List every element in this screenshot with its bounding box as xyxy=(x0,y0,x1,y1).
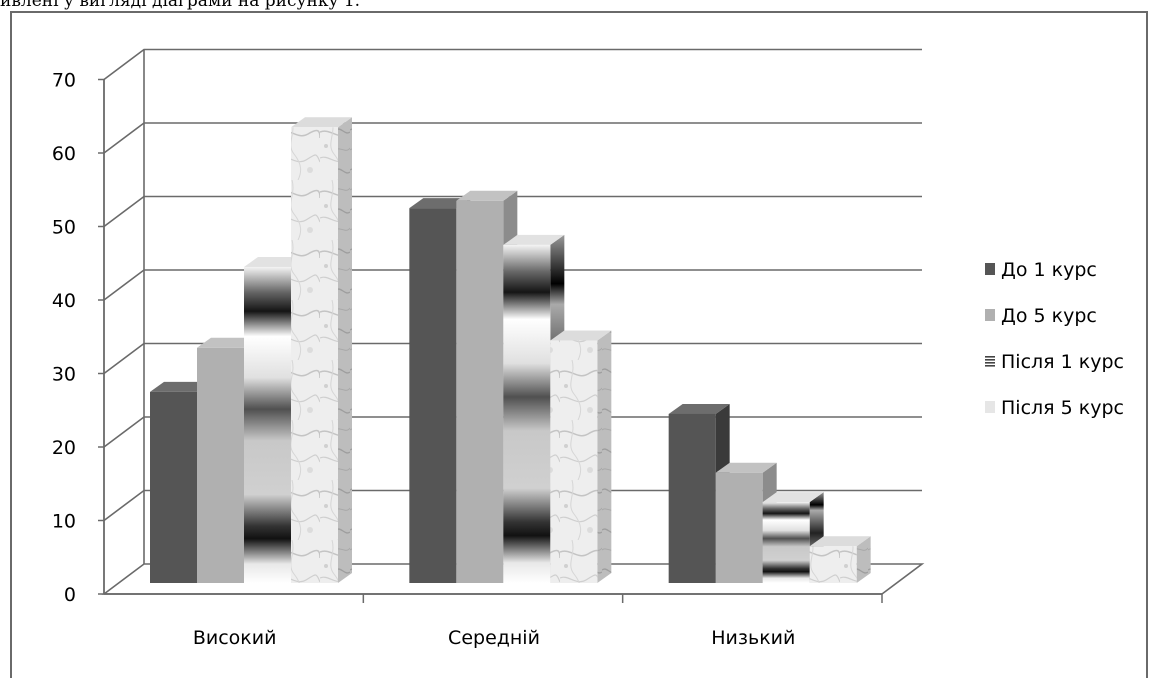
legend-swatch xyxy=(985,263,995,275)
legend-swatch xyxy=(985,359,995,361)
bar-top xyxy=(550,330,612,341)
legend-item: Після 1 курс xyxy=(985,351,1124,373)
legend-item: До 1 курс xyxy=(985,259,1097,281)
bar-front xyxy=(715,472,763,583)
bar-top xyxy=(456,190,518,201)
legend-swatch xyxy=(985,362,995,364)
bar-front xyxy=(550,340,598,583)
bar-front xyxy=(668,413,716,583)
bar-top xyxy=(244,256,305,267)
bar xyxy=(809,536,871,583)
legend-item: Після 5 курс xyxy=(985,397,1124,419)
bar xyxy=(291,117,352,584)
bar-top xyxy=(715,462,777,473)
legend-swatch xyxy=(985,401,995,413)
gridline xyxy=(103,48,922,81)
bar-top xyxy=(409,198,471,209)
bar-front xyxy=(244,266,291,583)
y-tick-label: 10 xyxy=(52,511,76,533)
chart-frame xyxy=(10,11,1148,678)
y-tick-label: 40 xyxy=(52,290,76,312)
bar-side xyxy=(597,330,612,583)
x-category-label: Високий xyxy=(193,627,277,649)
y-tick-label: 60 xyxy=(52,143,76,165)
legend-label: До 5 курс xyxy=(1001,305,1097,327)
legend-label: Після 1 курс xyxy=(1001,351,1124,373)
bar-top xyxy=(291,117,352,128)
bar-front xyxy=(503,244,551,583)
x-category-label: Середній xyxy=(448,627,540,649)
bar-top xyxy=(668,403,730,414)
bar-top xyxy=(762,492,824,503)
bar-front xyxy=(762,502,810,583)
bar-top xyxy=(197,337,258,348)
legend-label: Після 5 курс xyxy=(1001,397,1124,419)
bar-front xyxy=(456,200,504,584)
y-tick-label: 70 xyxy=(52,70,76,92)
y-tick-label: 50 xyxy=(52,217,76,239)
bar-front xyxy=(150,391,197,583)
y-tick-label: 0 xyxy=(64,584,76,606)
bar-front xyxy=(409,208,457,583)
bar-top xyxy=(503,234,565,245)
y-tick-label: 30 xyxy=(52,364,76,386)
legend-swatch xyxy=(985,309,995,321)
bar-front xyxy=(809,546,857,583)
bar-side xyxy=(338,117,352,584)
legend-item: До 5 курс xyxy=(985,305,1097,327)
gridline xyxy=(103,122,922,154)
bar-front xyxy=(197,347,244,583)
y-tick-label: 20 xyxy=(52,437,76,459)
caption-text: ивлені у вигляді діаграми на рисунку 1. xyxy=(0,0,361,11)
legend-swatch xyxy=(985,365,995,367)
legend-swatch xyxy=(985,356,995,358)
bar xyxy=(550,330,612,583)
x-category-label: Низький xyxy=(711,627,795,649)
bar-side xyxy=(856,536,871,583)
bar-top xyxy=(809,536,871,547)
bar-front xyxy=(291,127,338,584)
legend-label: До 1 курс xyxy=(1001,259,1097,281)
bar-top xyxy=(150,381,211,392)
